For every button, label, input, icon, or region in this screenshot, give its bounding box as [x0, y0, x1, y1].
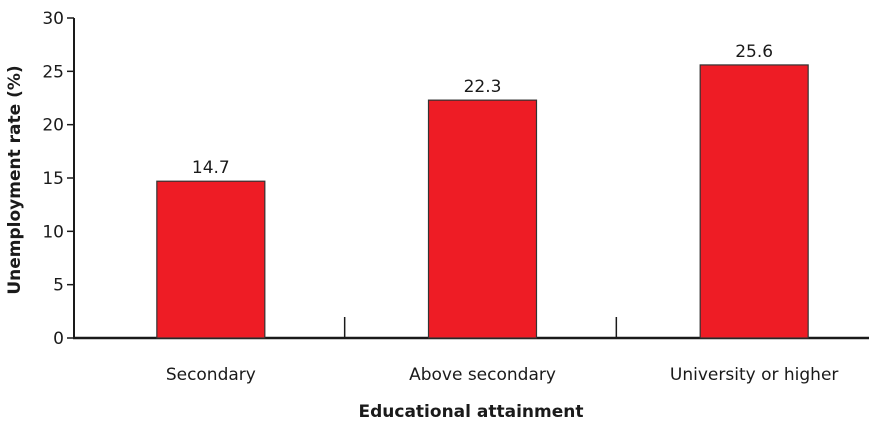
value-label: 25.6	[735, 42, 773, 62]
value-labels: 14.7 22.3 25.6	[192, 42, 773, 178]
y-tick-label: 20	[42, 116, 64, 136]
x-axis-dividers	[343, 317, 618, 338]
y-tick-label: 25	[42, 62, 64, 82]
category-label: Above secondary	[409, 365, 556, 385]
bar-secondary	[156, 180, 266, 339]
bar-above-secondary	[427, 99, 538, 339]
x-axis-title: Educational attainment	[359, 402, 584, 422]
category-labels: Secondary Above secondary University or hi…	[166, 365, 839, 385]
y-tick-label: 30	[42, 9, 64, 29]
value-label: 14.7	[192, 158, 230, 178]
y-tick-label: 5	[53, 276, 64, 296]
y-tick-label: 0	[53, 329, 64, 349]
y-tick-label: 10	[42, 222, 64, 242]
y-tick-label: 15	[42, 169, 64, 189]
bars	[156, 64, 809, 339]
y-axis-ticks: 0 5 10 15 20 25 30	[42, 9, 74, 349]
bar-university-or-higher	[699, 64, 809, 339]
y-axis-title: Unemployment rate (%)	[5, 65, 25, 294]
category-label: Secondary	[166, 365, 256, 385]
value-label: 22.3	[464, 77, 502, 97]
category-label: University or higher	[670, 365, 838, 385]
